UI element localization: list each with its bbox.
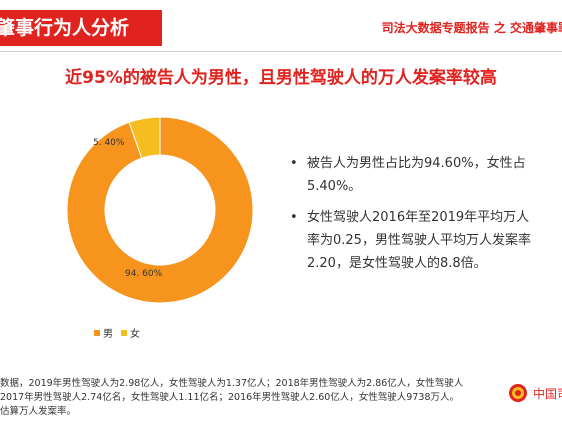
donut-svg bbox=[66, 116, 254, 304]
bullet-item: • 女性驾驶人2016年至2019年平均万人 率为0.25，男性驾驶人平均万人发… bbox=[288, 206, 562, 275]
bullet-line: 率为0.25，男性驾驶人平均万人发案率 bbox=[307, 233, 531, 248]
footnote-line: 估算万人发案率。 bbox=[0, 406, 77, 417]
bullet-list: • 被告人为男性占比为94.60%，女性占 5.40%。 • 女性驾驶人2016… bbox=[288, 152, 562, 283]
legend-swatch-male bbox=[94, 329, 100, 336]
legend-label-male: 男 bbox=[103, 329, 113, 340]
legend-item-female: 女 bbox=[121, 325, 140, 340]
bullet-line: 女性驾驶人2016年至2019年平均万人 bbox=[307, 210, 530, 225]
bullet-dot-icon: • bbox=[290, 210, 298, 225]
slide-headline: 近95%的被告人为男性，且男性驾驶人的万人发案率较高 bbox=[65, 68, 497, 88]
bullet-item: • 被告人为男性占比为94.60%，女性占 5.40%。 bbox=[288, 152, 562, 198]
header-divider bbox=[0, 51, 562, 52]
donut-slice-female bbox=[128, 116, 161, 159]
footnote-line: 2017年男性驾驶人2.74亿名，女性驾驶人1.11亿名；2016年男性驾驶人2… bbox=[0, 392, 459, 403]
logo-text: 中国司 bbox=[533, 387, 562, 401]
bullet-line: 2.20，是女性驾驶人的8.8倍。 bbox=[307, 256, 487, 271]
legend-swatch-female bbox=[121, 329, 127, 336]
gender-donut-chart bbox=[60, 110, 260, 310]
footnote-line: 数据，2019年男性驾驶人为2.98亿人，女性驾驶人为1.37亿人；2018年男… bbox=[0, 378, 464, 389]
bullet-dot-icon: • bbox=[290, 156, 298, 171]
bullet-line: 被告人为男性占比为94.60%，女性占 bbox=[307, 156, 526, 171]
section-title-banner: 肇事行为人分析 bbox=[0, 10, 162, 46]
court-emblem-icon bbox=[509, 384, 527, 402]
report-title: 司法大数据专题报告 之 交通肇事罪特 bbox=[381, 21, 562, 35]
section-title: 肇事行为人分析 bbox=[0, 17, 130, 39]
legend-item-male: 男 bbox=[94, 325, 113, 340]
legend-label-female: 女 bbox=[130, 329, 140, 340]
data-label-male: 94. 60% bbox=[125, 269, 163, 279]
bullet-line: 5.40%。 bbox=[307, 179, 362, 194]
donut-slice-male bbox=[66, 116, 254, 304]
data-label-female: 5. 40% bbox=[93, 138, 125, 148]
chart-legend: 男 女 bbox=[94, 325, 140, 340]
data-source-footnote: 数据，2019年男性驾驶人为2.98亿人，女性驾驶人为1.37亿人；2018年男… bbox=[0, 377, 500, 419]
